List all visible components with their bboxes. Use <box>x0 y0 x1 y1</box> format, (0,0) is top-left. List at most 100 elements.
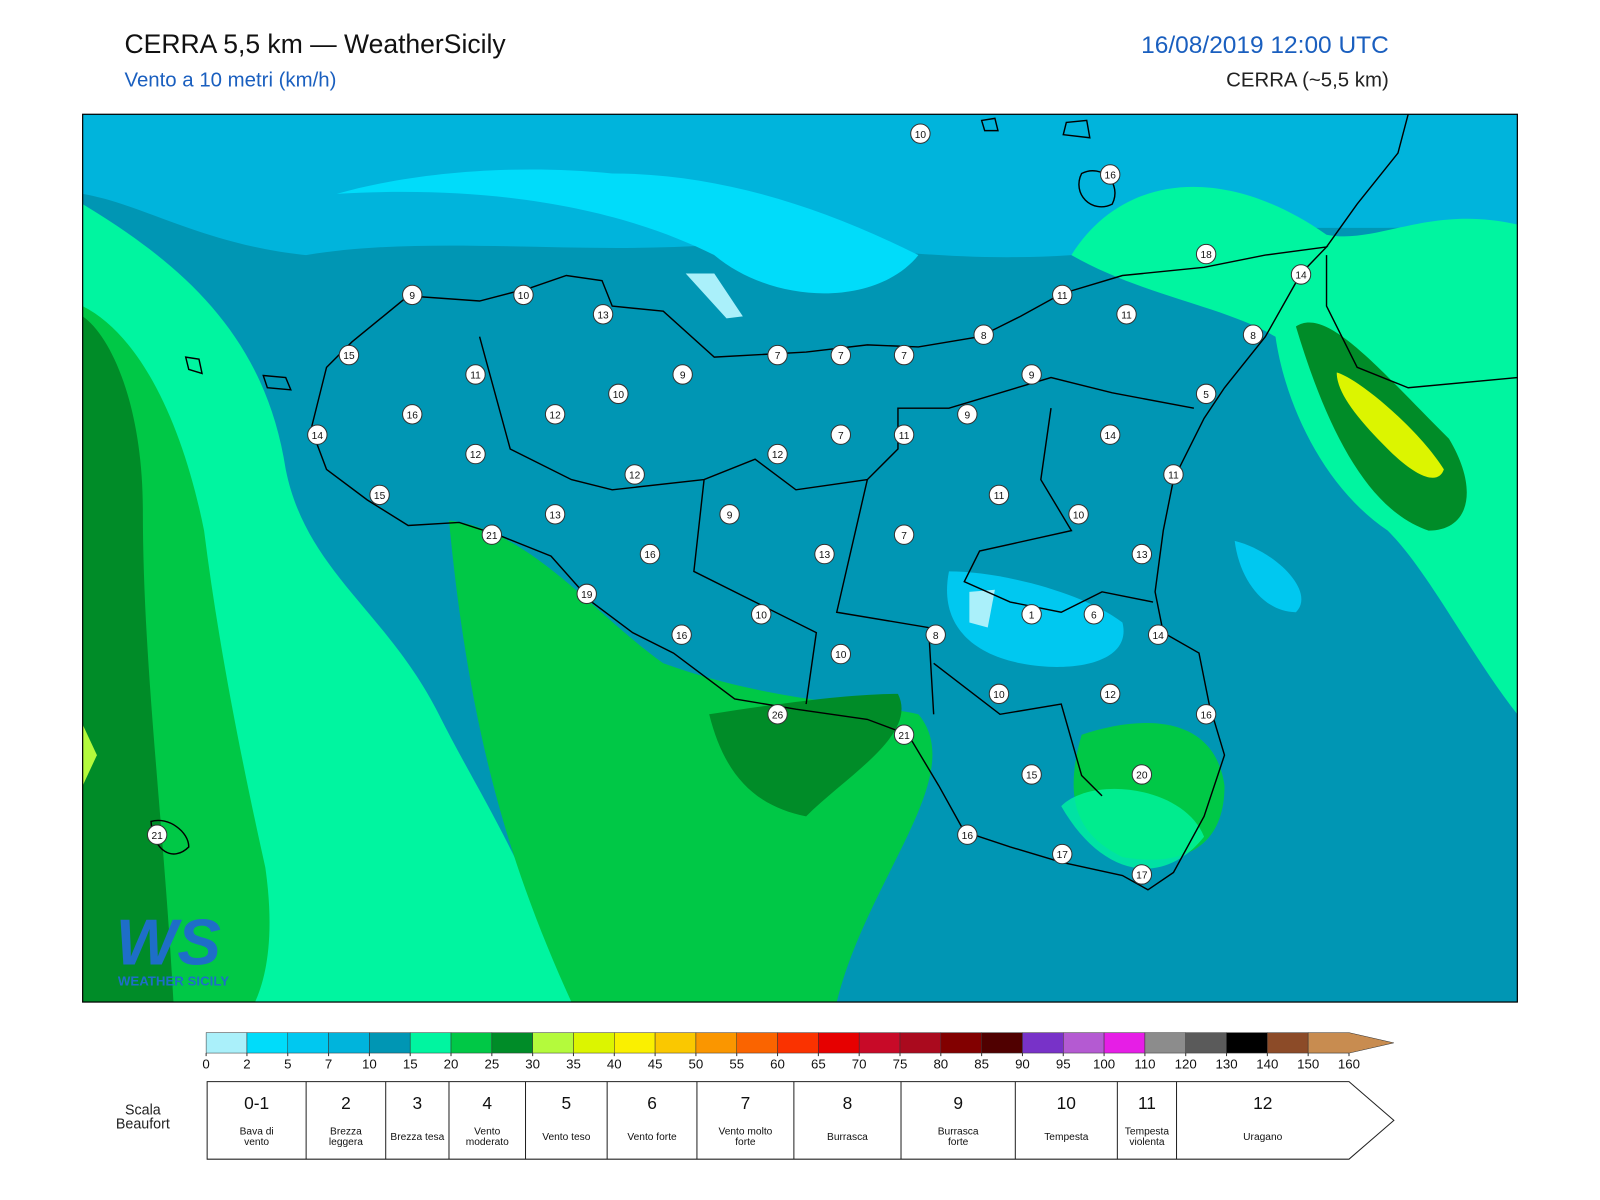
colorbar-segment <box>858 1032 901 1054</box>
station-marker <box>1242 324 1264 345</box>
station-marker <box>1290 264 1312 285</box>
station-value: 9 <box>409 291 415 302</box>
beaufort-description-cell: Burrasca forte <box>903 1122 1013 1153</box>
station-marker <box>988 484 1010 506</box>
colorbar-tick-label: 60 <box>770 1056 785 1071</box>
station-value: 14 <box>312 431 324 442</box>
beaufort-description-cell: Brezza leggera <box>308 1122 384 1153</box>
wind-field <box>448 520 933 1003</box>
station-marker <box>1021 604 1042 625</box>
beaufort-force: 12 <box>1253 1093 1272 1113</box>
station-marker <box>465 364 486 385</box>
station-marker <box>893 524 915 545</box>
station-value: 13 <box>1136 550 1148 561</box>
colorbar-segment <box>1185 1032 1227 1054</box>
colorbar-segment <box>409 1032 452 1054</box>
beaufort-desc-box: Tempesta violenta <box>1125 1127 1169 1147</box>
colorbar-segment <box>246 1032 289 1054</box>
colorbar-segment <box>940 1032 982 1054</box>
colorbar-tick-label: 90 <box>1015 1056 1030 1071</box>
station-value: 7 <box>775 351 781 362</box>
station-marker <box>830 643 852 665</box>
station-value: 16 <box>1105 171 1117 182</box>
colorbar-segment <box>1063 1032 1105 1054</box>
station-marker <box>1021 364 1042 385</box>
colorbar-segment <box>1267 1032 1309 1054</box>
colorbar-tick-label: 25 <box>484 1056 499 1071</box>
colorbar-segment <box>899 1032 942 1054</box>
beaufort-frame <box>206 1081 1395 1160</box>
station-marker <box>957 824 978 845</box>
station-marker <box>830 424 852 445</box>
station-value: 14 <box>1105 431 1117 442</box>
beaufort-description: Burrasca forte <box>937 1126 979 1148</box>
station-value: 11 <box>899 431 910 442</box>
colorbar-segment <box>1226 1032 1268 1054</box>
station-marker <box>402 404 423 425</box>
station-value: 17 <box>1136 871 1148 882</box>
station-marker <box>1195 383 1217 405</box>
station-value: 13 <box>819 550 831 561</box>
station-value: 16 <box>676 631 688 642</box>
beaufort-description-wrap: Vento forte <box>621 1132 682 1143</box>
colorbar-tick-label: 10 <box>362 1056 377 1071</box>
station-marker <box>513 284 534 306</box>
colorbar-segment <box>328 1032 370 1054</box>
station-marker <box>719 504 740 525</box>
station-marker <box>1068 504 1089 525</box>
station-value: 11 <box>994 491 1005 502</box>
station-value: 10 <box>835 650 847 661</box>
beaufort-description-wrap: Brezza leggera <box>315 1127 376 1148</box>
subtitle: Vento a 10 metri (km/h) <box>124 70 336 92</box>
station-value: 11 <box>1057 291 1068 302</box>
beaufort-force: 11 <box>1138 1093 1156 1113</box>
station-marker <box>830 344 852 366</box>
colorbar-segment <box>614 1032 656 1054</box>
colorbar-tick-label: 40 <box>607 1056 622 1071</box>
station-marker <box>767 704 788 725</box>
station-marker <box>1131 864 1153 885</box>
station-value: 11 <box>1121 310 1132 321</box>
beaufort-title-box: Scala Beaufort <box>116 1102 170 1131</box>
beaufort-description-wrap: Uragano <box>1232 1132 1293 1143</box>
colorbar-segment <box>736 1032 778 1054</box>
beaufort-desc-box: Vento forte <box>621 1132 682 1143</box>
colorbar-segment <box>818 1032 860 1054</box>
station-value: 10 <box>1073 510 1085 521</box>
station-marker <box>465 443 486 465</box>
station-value: 6 <box>1091 610 1097 621</box>
station-marker <box>592 304 614 325</box>
station-marker <box>893 724 915 745</box>
station-value: 26 <box>772 710 784 721</box>
title: CERRA 5,5 km — WeatherSicily <box>124 29 506 59</box>
station-marker <box>369 484 390 506</box>
station-value: 14 <box>1295 271 1307 282</box>
colorbar-tick-label: 20 <box>444 1056 459 1071</box>
beaufort-description-wrap: Vento molto forte <box>715 1126 776 1148</box>
wind-field <box>1234 540 1302 613</box>
beaufort-description: Vento molto forte <box>718 1126 773 1148</box>
station-marker <box>1131 543 1153 565</box>
beaufort-description-wrap: Bava di vento <box>226 1127 287 1148</box>
beaufort-desc-box: Bava di vento <box>226 1127 287 1148</box>
colorbar-tick-label: 110 <box>1134 1056 1155 1071</box>
station-value: 12 <box>772 450 784 461</box>
colorbar-tick-label: 2 <box>243 1056 250 1071</box>
colorbar-tick-label: 100 <box>1093 1056 1115 1071</box>
colorbar-tick-label: 30 <box>525 1056 540 1071</box>
wind-field <box>82 724 97 786</box>
station-value: 12 <box>549 410 561 421</box>
station-value: 7 <box>901 351 907 362</box>
station-value: 5 <box>1203 390 1209 401</box>
colorbar-tick-label: 65 <box>811 1056 826 1071</box>
station-value: 8 <box>933 631 939 642</box>
beaufort-force: 6 <box>647 1093 657 1113</box>
station-value: 21 <box>486 531 498 542</box>
colorbar-tick-label: 120 <box>1175 1056 1197 1071</box>
station-marker <box>639 543 661 565</box>
station-value: 11 <box>1168 471 1179 482</box>
beaufort-scale: 0-1 Bava di vento 2 Brezza leggera 3 Brezza t… <box>206 1081 1395 1160</box>
